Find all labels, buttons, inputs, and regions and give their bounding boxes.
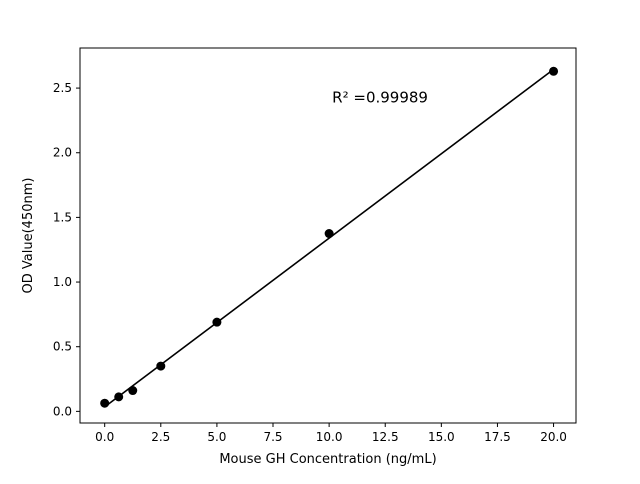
x-tick-label: 20.0 (540, 430, 567, 444)
x-tick-label: 0.0 (95, 430, 114, 444)
x-tick-label: 7.5 (263, 430, 282, 444)
data-point (128, 386, 138, 396)
y-tick-label: 2.0 (53, 146, 72, 160)
data-point (212, 317, 222, 327)
x-axis-label: Mouse GH Concentration (ng/mL) (219, 452, 436, 467)
x-tick-label: 10.0 (316, 430, 343, 444)
y-axis-label: OD Value(450nm) (21, 178, 36, 294)
y-tick-label: 2.5 (53, 81, 72, 95)
data-point (100, 398, 110, 408)
data-point (156, 361, 166, 371)
x-tick-label: 15.0 (428, 430, 455, 444)
y-tick-label: 1.0 (53, 275, 72, 289)
y-tick-label: 0.0 (53, 404, 72, 418)
x-tick-label: 5.0 (207, 430, 226, 444)
x-tick-label: 17.5 (484, 430, 511, 444)
data-point (324, 229, 334, 239)
y-tick-label: 1.5 (53, 210, 72, 224)
fit-line (104, 68, 555, 408)
y-tick-label: 0.5 (53, 340, 72, 354)
data-point (114, 392, 124, 402)
r-squared-annotation: R² =0.99989 (332, 88, 428, 106)
x-tick-label: 12.5 (372, 430, 399, 444)
x-tick-label: 2.5 (151, 430, 170, 444)
data-point (549, 66, 559, 76)
